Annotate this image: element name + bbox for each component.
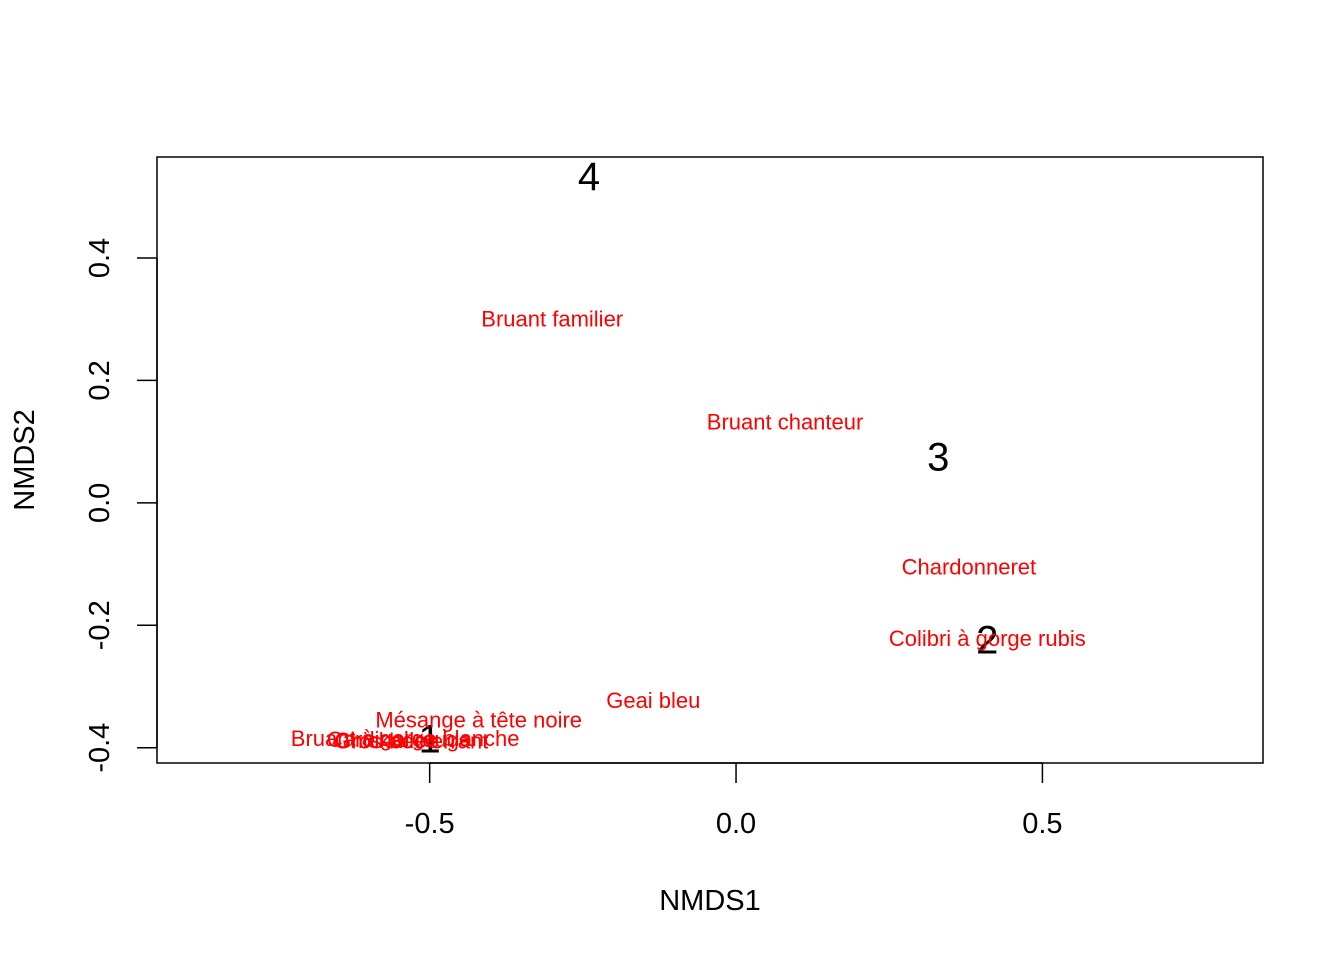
site-point-label: 4 (578, 155, 600, 199)
points-layer: 1 2 3 4 Bruant familier Bruant chanteur Chardo… (291, 155, 1086, 762)
species-point-label: Geai bleu (606, 688, 700, 713)
x-tick-label: -0.5 (405, 808, 455, 840)
site-point-label: 1 (419, 718, 441, 762)
species-point-label: Cardinal rouge (327, 727, 471, 752)
y-tick-label: -0.4 (84, 723, 116, 773)
x-axis-title: NMDS1 (659, 885, 761, 917)
plot-frame (156, 156, 1264, 764)
y-tick-label: 0.4 (84, 238, 116, 278)
site-point-label: 2 (976, 619, 998, 663)
x-tick-label: 0.0 (716, 808, 756, 840)
y-axis: -0.4 -0.2 0.0 0.2 0.4 (84, 238, 158, 773)
x-tick-label: 0.5 (1022, 808, 1062, 840)
y-tick-label: 0.2 (84, 360, 116, 400)
species-point-label: Bruant chanteur (707, 410, 864, 435)
species-point-label: Bruant familier (481, 307, 623, 332)
y-tick-label: 0.0 (84, 483, 116, 523)
species-point-label: Chardonneret (902, 555, 1037, 580)
y-axis-title: NMDS2 (9, 409, 41, 511)
species-point-label: Mésange à tête noire (375, 708, 582, 733)
species-point-label: Colibri à gorge rubis (889, 626, 1086, 651)
species-point-label: Bruant à gorge blanche (291, 726, 520, 751)
species-point-label: Gros-bec errant (334, 728, 488, 753)
x-axis: -0.5 0.0 0.5 (405, 762, 1063, 840)
y-tick-label: -0.2 (84, 600, 116, 650)
species-point-label: Chickadee (335, 728, 439, 753)
site-point-label: 3 (927, 436, 949, 480)
